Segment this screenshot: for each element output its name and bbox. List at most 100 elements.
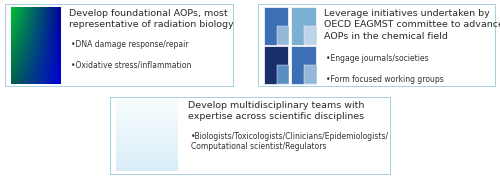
Bar <box>12 26 14 27</box>
Bar <box>41 16 42 17</box>
Bar <box>37 58 38 59</box>
Bar <box>15 64 16 66</box>
Bar <box>48 62 50 63</box>
Bar <box>14 49 15 50</box>
Bar <box>35 54 36 55</box>
Bar <box>60 26 61 27</box>
Bar <box>38 28 40 30</box>
Bar <box>58 28 59 30</box>
Bar <box>18 36 20 37</box>
Bar <box>116 148 178 150</box>
Bar <box>50 17 51 18</box>
Bar <box>60 49 61 50</box>
Bar <box>51 13 52 14</box>
Bar <box>36 43 37 44</box>
Bar <box>60 17 61 18</box>
Bar <box>11 81 12 83</box>
Bar <box>24 68 25 70</box>
Bar <box>24 53 25 54</box>
Bar <box>24 63 25 64</box>
Bar <box>40 55 41 57</box>
Bar <box>35 50 36 52</box>
Bar <box>27 72 28 74</box>
Bar <box>57 11 58 12</box>
Bar <box>45 79 46 80</box>
Bar <box>22 20 24 21</box>
Bar <box>21 71 22 72</box>
Bar <box>31 55 32 57</box>
Bar <box>54 17 55 18</box>
Bar <box>32 75 34 76</box>
Bar <box>56 70 57 71</box>
Bar <box>27 18 28 20</box>
Bar <box>40 30 41 31</box>
Bar <box>54 8 55 9</box>
Bar <box>28 63 29 64</box>
Bar <box>30 30 31 31</box>
Bar <box>14 53 15 54</box>
Bar <box>24 27 25 28</box>
Bar <box>31 36 32 37</box>
Bar <box>46 25 47 26</box>
Bar <box>55 47 56 48</box>
Bar <box>46 34 47 35</box>
Bar <box>48 37 50 39</box>
Bar <box>21 81 22 83</box>
Bar <box>26 43 27 44</box>
Bar <box>48 30 50 31</box>
Bar <box>15 66 16 67</box>
Bar <box>26 70 27 71</box>
Bar <box>12 74 14 75</box>
Bar <box>26 54 27 55</box>
Bar <box>15 31 16 32</box>
Bar <box>18 55 20 57</box>
Bar <box>38 27 40 28</box>
Bar <box>47 75 48 76</box>
Bar <box>42 53 43 54</box>
Bar <box>25 35 26 36</box>
Bar <box>47 57 48 58</box>
Bar <box>12 77 14 79</box>
Bar <box>51 58 52 59</box>
Bar <box>41 62 42 63</box>
Bar <box>40 9 41 11</box>
Bar <box>36 77 37 79</box>
Bar <box>52 64 54 66</box>
Bar <box>44 13 45 14</box>
Bar <box>40 70 41 71</box>
Bar <box>18 14 20 16</box>
Bar <box>22 14 24 16</box>
Bar <box>50 37 51 39</box>
Bar <box>46 58 47 59</box>
Bar <box>60 64 61 66</box>
Bar <box>42 49 43 50</box>
Bar <box>57 26 58 27</box>
Bar <box>45 49 46 50</box>
Bar <box>58 9 59 11</box>
Bar <box>37 30 38 31</box>
Bar <box>55 7 56 8</box>
Bar <box>21 25 22 26</box>
Bar <box>47 9 48 11</box>
Bar <box>12 39 14 40</box>
Bar <box>55 18 56 20</box>
Bar <box>44 54 45 55</box>
Bar <box>44 64 45 66</box>
Bar <box>40 77 41 79</box>
Bar <box>15 39 16 40</box>
Bar <box>35 53 36 54</box>
Bar <box>12 54 14 55</box>
Bar <box>27 35 28 36</box>
Bar <box>11 39 12 40</box>
Bar <box>57 44 58 45</box>
Bar <box>34 13 35 14</box>
Bar <box>55 13 56 14</box>
Bar <box>48 27 50 28</box>
Bar <box>30 81 31 83</box>
Bar <box>32 37 34 39</box>
Bar <box>36 16 37 17</box>
Text: Develop foundational AOPs, most
representative of radiation biology: Develop foundational AOPs, most represen… <box>68 9 234 30</box>
Bar <box>31 16 32 17</box>
Bar <box>21 30 22 31</box>
Bar <box>25 16 26 17</box>
